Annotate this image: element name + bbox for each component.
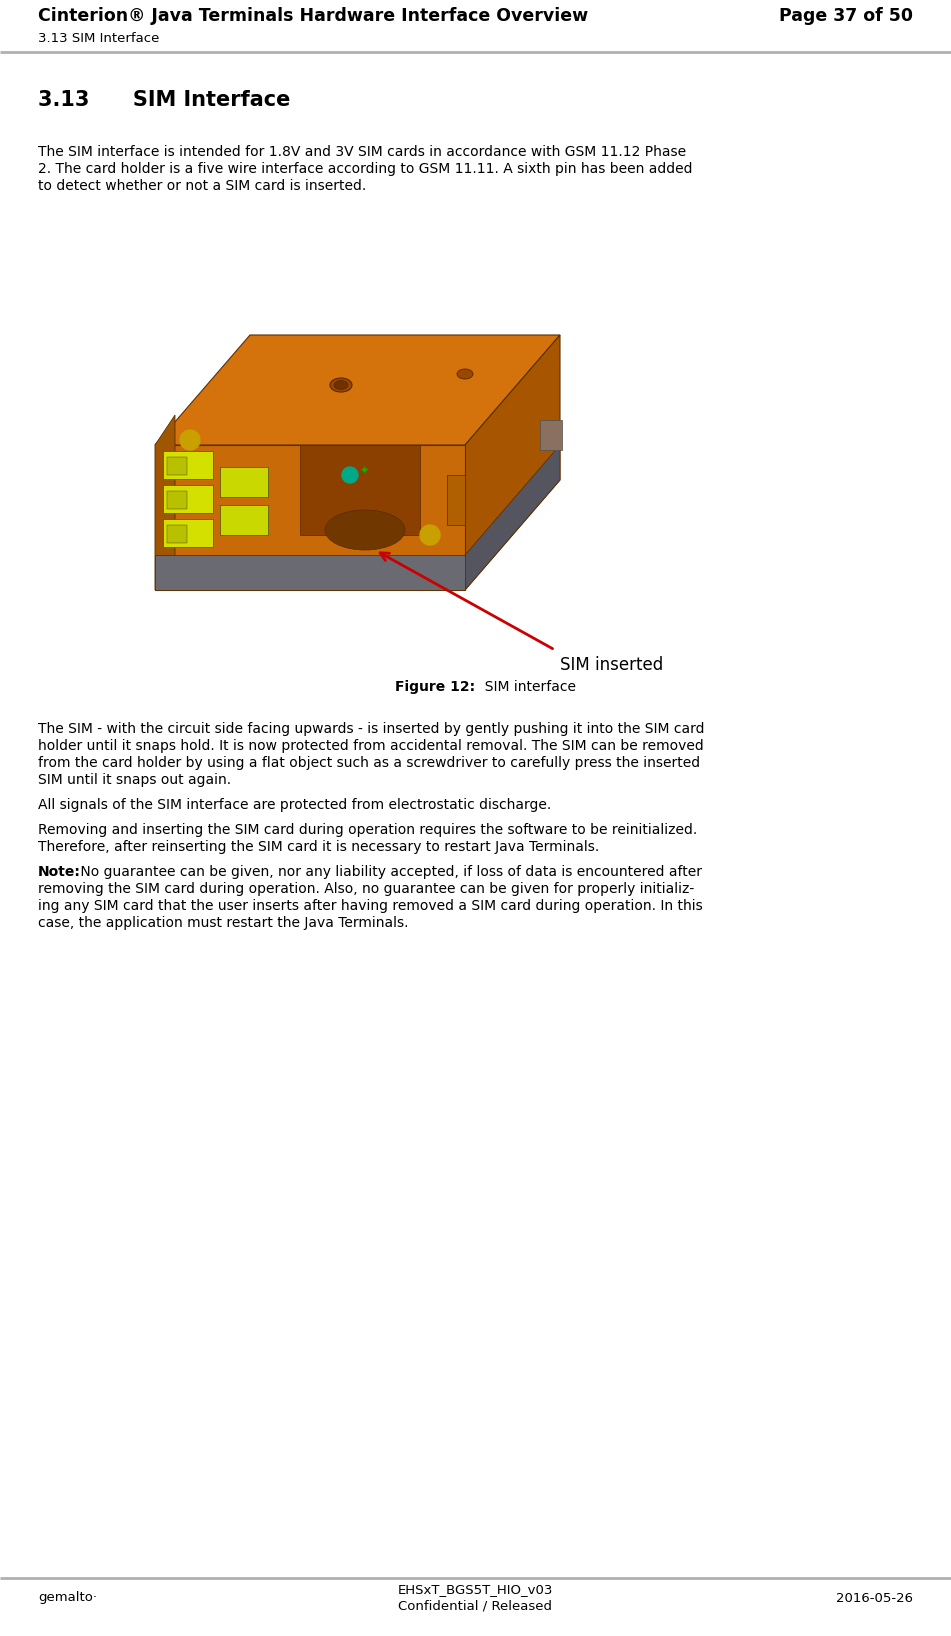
Bar xyxy=(163,519,213,546)
Ellipse shape xyxy=(330,378,352,393)
Text: gemalto·: gemalto· xyxy=(38,1592,97,1605)
Bar xyxy=(167,456,187,474)
Text: The SIM interface is intended for 1.8V and 3V SIM cards in accordance with GSM 1: The SIM interface is intended for 1.8V a… xyxy=(38,146,686,159)
Bar xyxy=(163,484,213,514)
Text: The SIM - with the circuit side facing upwards - is inserted by gently pushing i: The SIM - with the circuit side facing u… xyxy=(38,721,705,736)
Text: holder until it snaps hold. It is now protected from accidental removal. The SIM: holder until it snaps hold. It is now pr… xyxy=(38,739,704,753)
Text: removing the SIM card during operation. Also, no guarantee can be given for prop: removing the SIM card during operation. … xyxy=(38,882,694,897)
Text: SIM until it snaps out again.: SIM until it snaps out again. xyxy=(38,772,231,787)
Text: Confidential / Released: Confidential / Released xyxy=(398,1600,553,1613)
Polygon shape xyxy=(155,555,465,591)
Text: SIM inserted: SIM inserted xyxy=(560,656,663,674)
Text: to detect whether or not a SIM card is inserted.: to detect whether or not a SIM card is i… xyxy=(38,178,366,193)
Text: 3.13 SIM Interface: 3.13 SIM Interface xyxy=(38,31,160,44)
Text: 2. The card holder is a five wire interface according to GSM 11.11. A sixth pin : 2. The card holder is a five wire interf… xyxy=(38,162,692,177)
Text: Page 37 of 50: Page 37 of 50 xyxy=(779,7,913,25)
Text: ✦: ✦ xyxy=(360,466,369,476)
Circle shape xyxy=(342,466,358,483)
Polygon shape xyxy=(465,335,560,591)
Ellipse shape xyxy=(457,370,473,380)
Ellipse shape xyxy=(325,510,405,550)
Circle shape xyxy=(420,525,440,545)
Text: Figure 12:: Figure 12: xyxy=(396,681,476,694)
Text: from the card holder by using a flat object such as a screwdriver to carefully p: from the card holder by using a flat obj… xyxy=(38,756,700,771)
Text: All signals of the SIM interface are protected from electrostatic discharge.: All signals of the SIM interface are pro… xyxy=(38,798,552,811)
Bar xyxy=(167,525,187,543)
Text: 3.13      SIM Interface: 3.13 SIM Interface xyxy=(38,90,290,110)
Text: Cinterion® Java Terminals Hardware Interface Overview: Cinterion® Java Terminals Hardware Inter… xyxy=(38,7,588,25)
Ellipse shape xyxy=(334,381,348,389)
Bar xyxy=(447,474,465,525)
Text: case, the application must restart the Java Terminals.: case, the application must restart the J… xyxy=(38,916,409,929)
Polygon shape xyxy=(155,335,560,445)
Text: Removing and inserting the SIM card during operation requires the software to be: Removing and inserting the SIM card duri… xyxy=(38,823,697,838)
Polygon shape xyxy=(155,416,175,591)
Polygon shape xyxy=(155,445,465,591)
Bar xyxy=(163,452,213,479)
Text: SIM interface: SIM interface xyxy=(476,681,575,694)
Text: Therefore, after reinserting the SIM card it is necessary to restart Java Termin: Therefore, after reinserting the SIM car… xyxy=(38,839,599,854)
Bar xyxy=(300,445,420,535)
Text: 2016-05-26: 2016-05-26 xyxy=(836,1592,913,1605)
Text: ing any SIM card that the user inserts after having removed a SIM card during op: ing any SIM card that the user inserts a… xyxy=(38,900,703,913)
Polygon shape xyxy=(465,445,560,591)
Circle shape xyxy=(180,430,200,450)
Text: EHSxT_BGS5T_HIO_v03: EHSxT_BGS5T_HIO_v03 xyxy=(398,1584,553,1597)
Bar xyxy=(220,506,268,535)
Bar xyxy=(220,466,268,497)
Text: No guarantee can be given, nor any liability accepted, if loss of data is encoun: No guarantee can be given, nor any liabi… xyxy=(76,865,702,879)
Bar xyxy=(540,420,562,450)
Text: Note:: Note: xyxy=(38,865,81,879)
Bar xyxy=(167,491,187,509)
